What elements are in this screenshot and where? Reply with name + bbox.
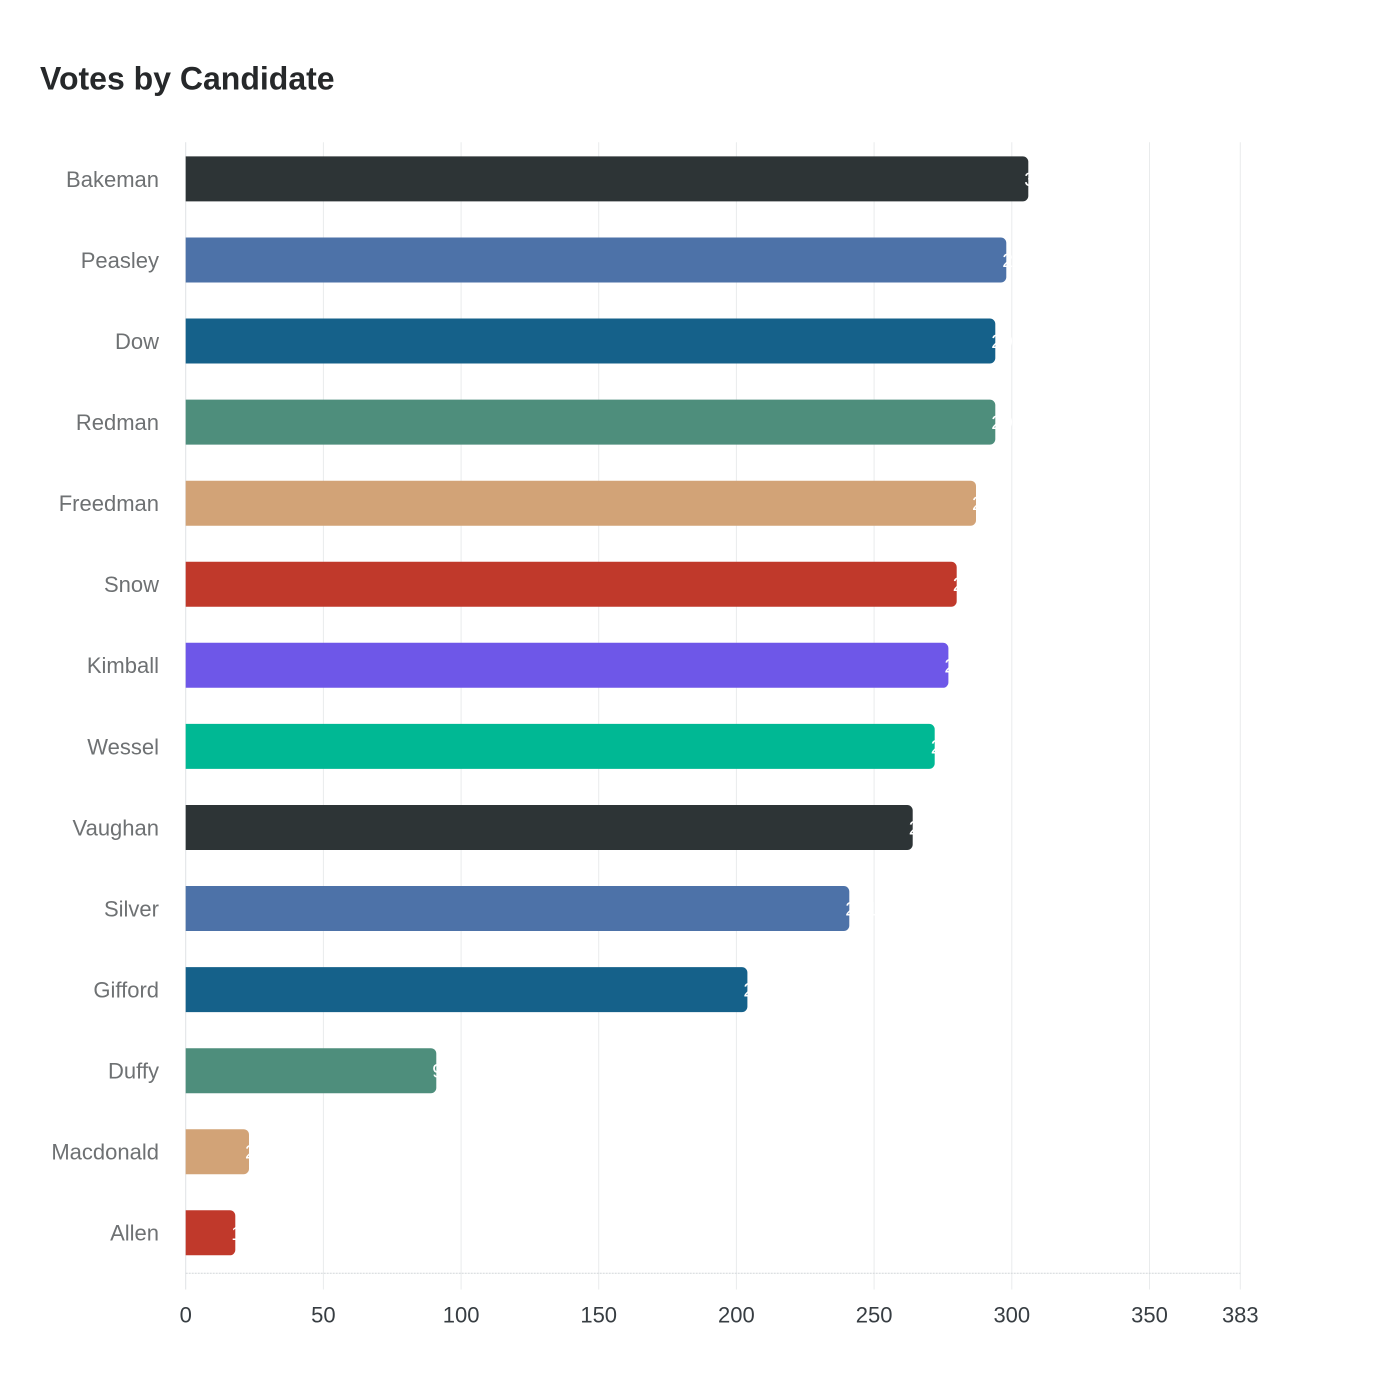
svg-text:300: 300 bbox=[993, 1303, 1030, 1328]
svg-text:150: 150 bbox=[580, 1303, 617, 1328]
svg-text:Votes by Candidate: Votes by Candidate bbox=[40, 61, 335, 97]
svg-text:Kimball: Kimball bbox=[87, 653, 159, 678]
svg-text:0: 0 bbox=[180, 1303, 192, 1328]
svg-text:Freedman: Freedman bbox=[59, 491, 159, 516]
svg-text:Allen: Allen bbox=[110, 1221, 159, 1246]
svg-text:100: 100 bbox=[443, 1303, 480, 1328]
svg-text:50: 50 bbox=[311, 1303, 335, 1328]
svg-text:277: 277 bbox=[944, 655, 977, 677]
svg-text:Peasley: Peasley bbox=[81, 248, 159, 273]
svg-text:Duffy: Duffy bbox=[108, 1059, 159, 1084]
svg-text:Redman: Redman bbox=[76, 410, 159, 435]
svg-text:Gifford: Gifford bbox=[93, 978, 159, 1003]
svg-text:287: 287 bbox=[972, 493, 1005, 515]
svg-text:204: 204 bbox=[743, 980, 776, 1002]
svg-text:241: 241 bbox=[845, 899, 878, 921]
svg-text:Vaughan: Vaughan bbox=[73, 815, 159, 840]
svg-text:250: 250 bbox=[856, 1303, 893, 1328]
svg-text:383: 383 bbox=[1222, 1303, 1259, 1328]
svg-text:Wessel: Wessel bbox=[87, 734, 159, 759]
svg-text:200: 200 bbox=[718, 1303, 755, 1328]
svg-text:Snow: Snow bbox=[104, 572, 159, 597]
svg-text:294: 294 bbox=[991, 331, 1024, 353]
svg-text:Dow: Dow bbox=[115, 329, 159, 354]
svg-text:91: 91 bbox=[432, 1061, 454, 1083]
svg-text:Bakeman: Bakeman bbox=[66, 167, 159, 192]
svg-text:280: 280 bbox=[953, 574, 986, 596]
svg-text:294: 294 bbox=[991, 412, 1024, 434]
svg-text:Silver: Silver bbox=[104, 896, 159, 921]
svg-text:306: 306 bbox=[1024, 169, 1057, 191]
svg-text:Macdonald: Macdonald bbox=[51, 1140, 159, 1165]
svg-text:23: 23 bbox=[245, 1142, 267, 1164]
svg-text:350: 350 bbox=[1131, 1303, 1168, 1328]
svg-text:264: 264 bbox=[909, 818, 942, 840]
svg-text:18: 18 bbox=[231, 1223, 253, 1245]
svg-text:272: 272 bbox=[931, 736, 964, 758]
svg-text:298: 298 bbox=[1002, 250, 1035, 272]
